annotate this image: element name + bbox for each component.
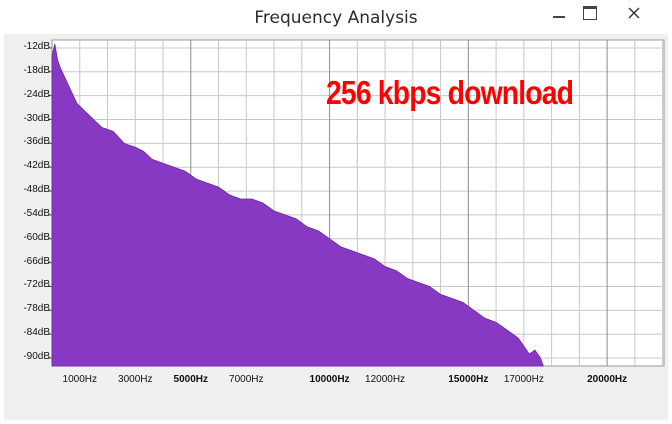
x-tick-label: 12000Hz: [365, 374, 406, 385]
y-tick-label: -18dB: [23, 64, 50, 76]
x-tick-label: 1000Hz: [62, 374, 97, 385]
spectrum-chart[interactable]: [4, 34, 668, 420]
bitrate-annotation: 256 kbps download: [326, 74, 574, 111]
y-tick-label: -60dB: [23, 231, 50, 243]
x-tick-label: 15000Hz: [448, 374, 489, 385]
x-tick-label: 5000Hz: [173, 374, 208, 385]
y-tick-label: -30dB: [23, 112, 50, 124]
x-tick-label: 7000Hz: [229, 374, 264, 385]
minimize-button[interactable]: [536, 0, 582, 26]
close-button[interactable]: [611, 0, 657, 26]
title-bar[interactable]: Frequency Analysis: [0, 0, 672, 36]
y-tick-label: -90dB: [23, 351, 50, 363]
close-icon: [628, 7, 640, 19]
y-tick-label: -12dB: [23, 40, 50, 52]
window-title: Frequency Analysis: [254, 8, 418, 28]
y-tick-label: -48dB: [23, 184, 50, 196]
x-tick-label: 10000Hz: [309, 374, 350, 385]
spectrum-area: [51, 43, 544, 367]
x-tick-label: 3000Hz: [118, 374, 153, 385]
spectrum-plot-frame: -12dB -18dB -24dB -30dB -36dB -42dB -48dB -54dB…: [4, 34, 668, 420]
y-tick-label: -66dB: [23, 255, 50, 267]
x-tick-label: 17000Hz: [503, 374, 544, 385]
y-tick-label: -42dB: [23, 160, 50, 172]
y-tick-label: -54dB: [23, 207, 50, 219]
y-tick-label: -36dB: [23, 136, 50, 148]
y-tick-label: -84dB: [23, 327, 50, 339]
maximize-button[interactable]: [575, 0, 605, 26]
y-tick-label: -24dB: [23, 88, 50, 100]
y-tick-label: -78dB: [23, 303, 50, 315]
y-tick-label: -72dB: [23, 279, 50, 291]
minimize-icon: [553, 16, 565, 18]
maximize-icon: [583, 6, 597, 20]
x-tick-label: 20000Hz: [587, 374, 628, 385]
